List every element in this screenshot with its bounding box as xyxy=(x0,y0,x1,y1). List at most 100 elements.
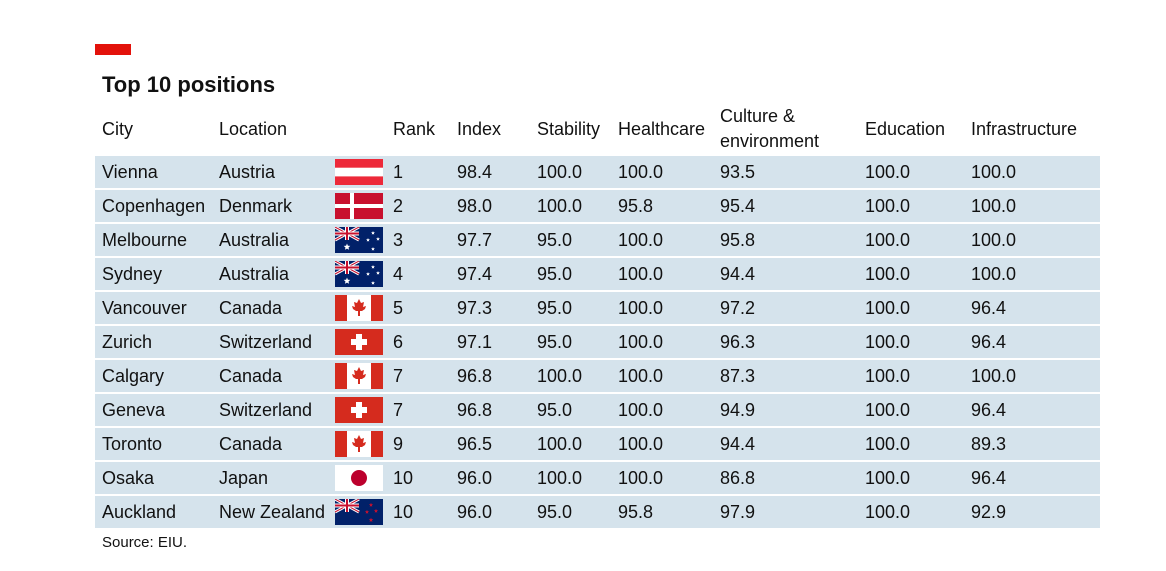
flag-icon xyxy=(335,465,383,491)
source: Source: EIU. xyxy=(102,534,188,551)
table-cell: 100.0 xyxy=(537,196,583,216)
table-cell: 100.0 xyxy=(865,298,911,318)
table-cell: 9 xyxy=(393,434,404,454)
flag-icon xyxy=(335,295,383,321)
table-cell: Switzerland xyxy=(219,400,313,420)
table-cell: 7 xyxy=(393,400,404,420)
table-cell: 100.0 xyxy=(537,434,583,454)
table-cell: Japan xyxy=(219,468,269,488)
column-header: Education xyxy=(865,118,946,139)
table-cell: 97.1 xyxy=(457,332,493,352)
table-cell: 100.0 xyxy=(971,366,1017,386)
column-header: City xyxy=(102,118,133,139)
column-header: Stability xyxy=(537,118,601,139)
table-cell: 96.0 xyxy=(457,502,493,522)
table-cell: 10 xyxy=(393,502,414,522)
table-cell: 1 xyxy=(393,162,404,182)
table-cell: 100.0 xyxy=(865,162,911,182)
table-cell: 100.0 xyxy=(971,264,1017,284)
table-cell: 100.0 xyxy=(971,162,1017,182)
red-bar xyxy=(95,44,131,55)
table-cell: Toronto xyxy=(102,434,163,454)
table-cell: 96.4 xyxy=(971,400,1007,420)
table-cell: 3 xyxy=(393,230,404,250)
table-cell: Copenhagen xyxy=(102,196,206,216)
flag-icon xyxy=(335,261,383,287)
column-header: Rank xyxy=(393,118,436,139)
flag-icon xyxy=(335,431,383,457)
table-cell: Melbourne xyxy=(102,230,188,250)
table-cell: 6 xyxy=(393,332,404,352)
table-cell: 96.3 xyxy=(720,332,756,352)
table-cell: Auckland xyxy=(102,502,177,522)
table-cell: 96.0 xyxy=(457,468,493,488)
table-cell: 92.9 xyxy=(971,502,1007,522)
table-cell: 100.0 xyxy=(618,434,664,454)
table-cell: Zurich xyxy=(102,332,153,352)
table-cell: 94.4 xyxy=(720,264,756,284)
table-cell: Denmark xyxy=(219,196,293,216)
table-row xyxy=(95,292,1100,324)
table-row xyxy=(95,156,1100,188)
table-cell: 100.0 xyxy=(537,162,583,182)
table-cell: 5 xyxy=(393,298,404,318)
table-cell: 100.0 xyxy=(865,332,911,352)
table-cell: 7 xyxy=(393,366,404,386)
column-header: Culture & environment xyxy=(720,106,820,151)
table-cell: 100.0 xyxy=(537,366,583,386)
table-cell: 100.0 xyxy=(618,264,664,284)
table-cell: 100.0 xyxy=(618,468,664,488)
table-cell: 100.0 xyxy=(618,230,664,250)
table-cell: 96.8 xyxy=(457,366,493,386)
column-header: Infrastructure xyxy=(971,118,1078,139)
table-cell: 100.0 xyxy=(618,400,664,420)
table-cell: 96.4 xyxy=(971,468,1007,488)
table-cell: Australia xyxy=(219,264,290,284)
column-header: Healthcare xyxy=(618,118,706,139)
table-cell: 95.0 xyxy=(537,230,573,250)
table-cell: 96.5 xyxy=(457,434,493,454)
column-header: Location xyxy=(219,118,288,139)
table-cell: Canada xyxy=(219,434,283,454)
table-row xyxy=(95,326,1100,358)
table-cell: 4 xyxy=(393,264,404,284)
table-cell: 97.9 xyxy=(720,502,756,522)
table-cell: Osaka xyxy=(102,468,155,488)
table-cell: 100.0 xyxy=(865,400,911,420)
table-cell: 94.9 xyxy=(720,400,756,420)
table-cell: 100.0 xyxy=(865,366,911,386)
table-cell: 95.0 xyxy=(537,264,573,284)
flag-icon xyxy=(335,159,383,185)
table-cell: 100.0 xyxy=(865,196,911,216)
table-row xyxy=(95,360,1100,392)
column-header: Index xyxy=(457,118,502,139)
table-cell: 95.8 xyxy=(618,502,654,522)
flag-icon xyxy=(335,397,383,423)
table-cell: 89.3 xyxy=(971,434,1007,454)
table-cell: Vienna xyxy=(102,162,158,182)
table-cell: 100.0 xyxy=(865,264,911,284)
table-cell: 97.4 xyxy=(457,264,493,284)
table-cell: 100.0 xyxy=(618,366,664,386)
table-cell: 95.0 xyxy=(537,332,573,352)
flag-icon xyxy=(335,499,383,525)
table-cell: Vancouver xyxy=(102,298,187,318)
table-cell: 93.5 xyxy=(720,162,756,182)
table-cell: 10 xyxy=(393,468,414,488)
table-cell: 96.4 xyxy=(971,332,1007,352)
table-cell: 100.0 xyxy=(537,468,583,488)
flag-icon xyxy=(335,193,383,219)
table-cell: Calgary xyxy=(102,366,165,386)
table-cell: 96.4 xyxy=(971,298,1007,318)
table-row xyxy=(95,224,1100,256)
flag-icon xyxy=(335,227,383,253)
table-cell: 95.0 xyxy=(537,400,573,420)
table-cell: 100.0 xyxy=(971,230,1017,250)
table-row xyxy=(95,190,1100,222)
table-cell: 94.4 xyxy=(720,434,756,454)
table-cell: 95.0 xyxy=(537,298,573,318)
table-cell: 98.0 xyxy=(457,196,493,216)
table-cell: 100.0 xyxy=(618,162,664,182)
table-cell: 2 xyxy=(393,196,404,216)
table-cell: Switzerland xyxy=(219,332,313,352)
